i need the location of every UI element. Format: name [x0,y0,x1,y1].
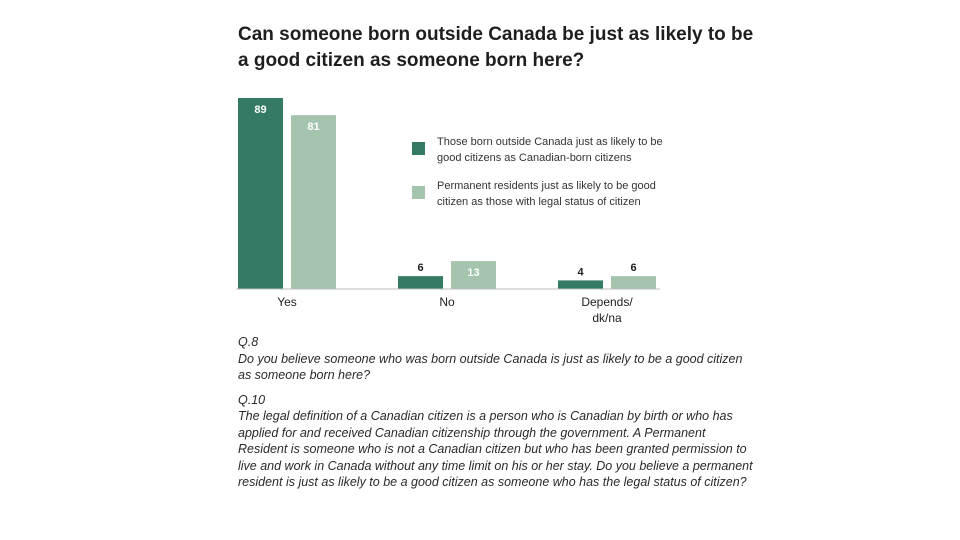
legend-item-series-1: Those born outside Canada just as likely… [412,134,682,166]
value-labels-group: 89 81 6 13 4 6 [254,104,636,279]
legend-swatch-series-1 [412,142,425,155]
category-label-2: No [439,295,455,309]
value-label-1-2: 6 [417,262,423,274]
question-q10: Q.10 The legal definition of a Canadian … [238,392,758,491]
value-label-1-3: 4 [577,266,584,278]
legend-label-series-1: Those born outside Canada just as likely… [437,136,663,164]
category-label-1: Yes [277,295,297,309]
question-label: Q.10 [238,392,266,407]
category-label-3: Depends/dk/na [581,295,633,325]
category-labels-group: Yes No Depends/dk/na [277,295,633,325]
value-label-2-3: 6 [630,262,636,274]
bar-2-2 [451,261,496,289]
bar-1-3 [558,280,603,289]
question-text: Do you believe someone who was born outs… [238,351,743,383]
value-label-1-1: 89 [254,104,266,116]
question-label: Q.8 [238,335,259,349]
value-label-2-2: 13 [467,267,479,279]
question-q8: Q.8 Do you believe someone who was born … [238,334,758,384]
legend-item-series-2: Permanent residents just as likely to be… [412,178,682,210]
bar-2-1 [291,115,336,289]
bar-1-1 [238,98,283,289]
bars-group [238,98,656,289]
legend: Those born outside Canada just as likely… [412,134,682,222]
value-label-2-1: 81 [307,121,319,133]
question-text: The legal definition of a Canadian citiz… [238,409,753,489]
bar-1-2 [398,276,443,289]
questions-section: Q.8 Do you believe someone who was born … [238,334,758,499]
chart-title: Can someone born outside Canada be just … [238,24,754,71]
bar-2-3 [611,276,656,289]
legend-label-series-2: Permanent residents just as likely to be… [437,180,656,208]
legend-swatch-series-2 [412,186,425,199]
